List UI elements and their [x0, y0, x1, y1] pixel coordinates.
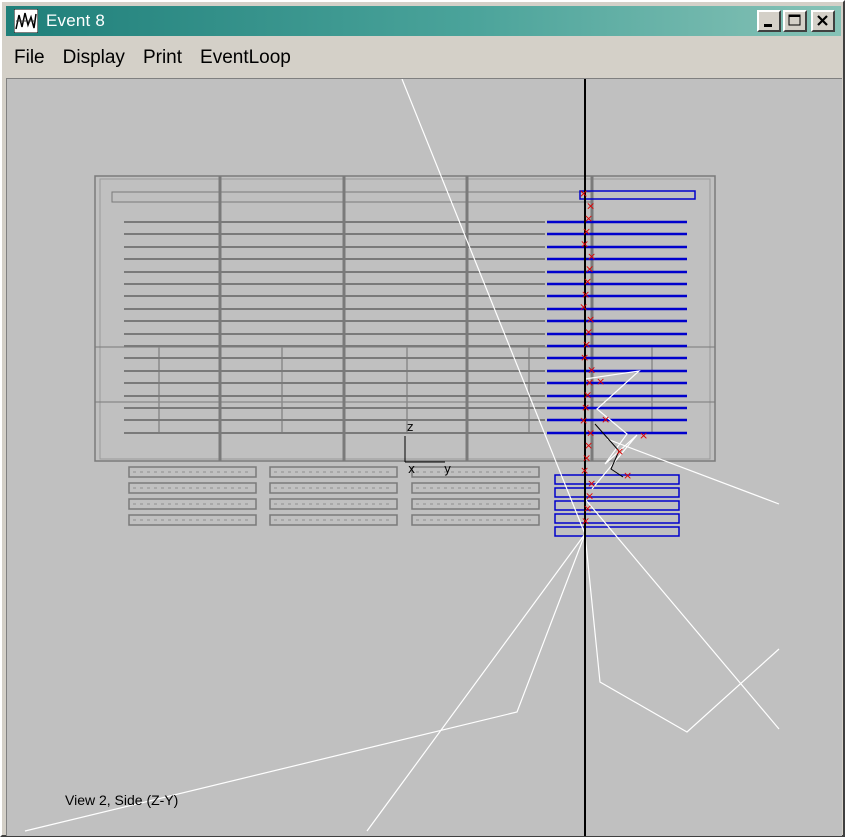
- detector-view: ×××××××××××××××××××××××××××××××× z x y: [24, 79, 780, 836]
- window-title: Event 8: [46, 11, 106, 30]
- cal-block-1-2: [269, 498, 398, 510]
- shower-core: [594, 423, 624, 478]
- hit-marker-12: ×: [582, 338, 591, 351]
- blue-cal-row-2: [554, 500, 680, 511]
- hit-marker-24: ×: [585, 489, 594, 502]
- hit-marker-14: ×: [587, 363, 596, 376]
- blue-cal-row-4: [554, 526, 680, 537]
- shower-hit-4: ×: [596, 375, 605, 388]
- hit-marker-10: ×: [586, 313, 595, 326]
- hit-marker-7: ×: [583, 275, 592, 288]
- hit-markers: ××××××××××××××××××××××××××××××××: [579, 187, 648, 528]
- top-strip: [111, 191, 593, 203]
- hit-marker-8: ×: [581, 288, 590, 301]
- hit-marker-2: ×: [584, 212, 593, 225]
- hit-marker-6: ×: [585, 263, 594, 276]
- hit-marker-20: ×: [584, 439, 593, 452]
- track-2: [366, 533, 586, 832]
- hit-marker-11: ×: [584, 326, 593, 339]
- hit-marker-18: ×: [579, 414, 588, 427]
- track-4: [584, 498, 780, 730]
- window-controls: [757, 10, 835, 32]
- cal-block-2-0: [411, 466, 540, 478]
- menu-print[interactable]: Print: [142, 47, 183, 68]
- cal-block-2-2: [411, 498, 540, 510]
- detector-outline: [94, 175, 716, 526]
- cal-block-1-1: [269, 482, 398, 494]
- hit-marker-23: ×: [587, 477, 596, 490]
- maximize-button[interactable]: [783, 10, 807, 32]
- hit-marker-26: ×: [581, 515, 590, 528]
- title-bar[interactable]: Event 8: [6, 6, 841, 36]
- top-hit-strip: [579, 190, 696, 200]
- menu-eventloop[interactable]: EventLoop: [200, 47, 291, 68]
- maximize-icon: [788, 14, 801, 26]
- cal-block-2-3: [411, 514, 540, 526]
- track-5: [606, 438, 780, 505]
- hit-marker-0: ×: [579, 187, 588, 200]
- hit-marker-9: ×: [579, 300, 588, 313]
- hit-marker-17: ×: [581, 401, 590, 414]
- particle-tracks: [24, 79, 780, 832]
- hit-marker-22: ×: [580, 464, 589, 477]
- shower-track: [584, 370, 641, 490]
- axis-label-z: z: [407, 420, 413, 434]
- track-1: [24, 533, 586, 832]
- blue-cal-row-3: [554, 513, 680, 524]
- hit-marker-4: ×: [580, 237, 589, 250]
- close-button[interactable]: [811, 10, 835, 32]
- hit-marker-1: ×: [586, 200, 595, 213]
- axis-label-x: x: [408, 462, 415, 476]
- menu-file[interactable]: File: [14, 47, 45, 68]
- hit-marker-15: ×: [585, 376, 594, 389]
- hit-marker-21: ×: [582, 452, 591, 465]
- minimize-button[interactable]: [757, 10, 781, 32]
- event-display-icon: [14, 9, 38, 33]
- cal-block-0-1: [128, 482, 257, 494]
- track-0: [401, 79, 586, 535]
- cal-block-1-3: [269, 514, 398, 526]
- shower-hit-1: ×: [615, 445, 624, 458]
- blue-cal-row-0: [554, 474, 680, 485]
- cal-block-1-0: [269, 466, 398, 478]
- menu-bar: File Display Print EventLoop: [6, 38, 841, 78]
- close-icon: [817, 15, 828, 26]
- menu-display[interactable]: Display: [62, 47, 125, 68]
- hit-marker-13: ×: [580, 351, 589, 364]
- cal-block-0-2: [128, 498, 257, 510]
- axis-indicator: z x y: [404, 420, 451, 476]
- cal-block-0-3: [128, 514, 257, 526]
- hit-marker-25: ×: [583, 502, 592, 515]
- blue-cal-row-1: [554, 487, 680, 498]
- shower-hit-0: ×: [639, 429, 648, 442]
- axis-label-y: y: [444, 462, 451, 476]
- hit-marker-16: ×: [583, 389, 592, 402]
- cal-block-0-0: [128, 466, 257, 478]
- hit-marker-19: ×: [586, 426, 595, 439]
- view-label: View 2, Side (Z-Y): [65, 792, 179, 808]
- shower-hit-3: ×: [623, 469, 632, 482]
- minimize-icon: [764, 24, 772, 27]
- hit-marker-3: ×: [582, 225, 591, 238]
- track-3: [584, 533, 780, 733]
- calorimeter-frame: [94, 175, 716, 462]
- shower-hit-2: ×: [601, 413, 610, 426]
- hit-marker-5: ×: [587, 250, 596, 263]
- hit-modules: [547, 190, 696, 537]
- cal-block-2-1: [411, 482, 540, 494]
- event-display-canvas[interactable]: × × × × × × × × × × × × × × × × × × × × × × × × × × × × × × × × z x y V…: [6, 78, 842, 836]
